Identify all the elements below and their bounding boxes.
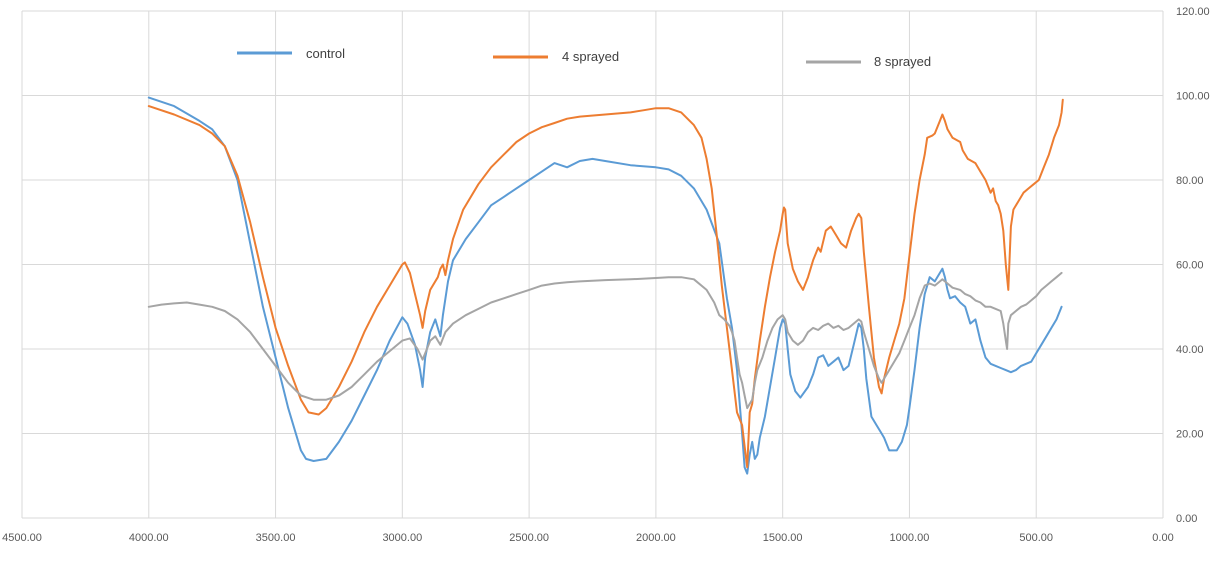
y-tick-label: 0.00	[1176, 513, 1197, 525]
x-tick-label: 4000.00	[129, 532, 169, 544]
axis-ticks: 4500.00 4000.00 3500.00 3000.00 2500.00 2000.…	[2, 6, 1210, 544]
x-tick-label: 3500.00	[256, 532, 296, 544]
legend: control 4 sprayed 8 sprayed	[237, 46, 931, 69]
y-tick-label: 60.00	[1176, 260, 1204, 272]
y-tick-label: 80.00	[1176, 175, 1204, 187]
series-line-2	[147, 271, 1063, 410]
series-lines	[147, 96, 1064, 475]
legend-label-0: control	[306, 46, 345, 61]
x-tick-label: 4500.00	[2, 532, 42, 544]
x-tick-label: 0.00	[1152, 532, 1173, 544]
x-tick-label: 2000.00	[636, 532, 676, 544]
x-tick-label: 500.00	[1019, 532, 1053, 544]
y-tick-label: 20.00	[1176, 429, 1204, 441]
y-tick-label: 40.00	[1176, 344, 1204, 356]
x-tick-label: 2500.00	[509, 532, 549, 544]
x-tick-label: 3000.00	[382, 532, 422, 544]
legend-label-2: 8 sprayed	[874, 54, 931, 69]
x-tick-label: 1000.00	[890, 532, 930, 544]
legend-label-1: 4 sprayed	[562, 49, 619, 64]
x-tick-label: 1500.00	[763, 532, 803, 544]
gridlines	[21, 10, 1164, 519]
y-tick-label: 120.00	[1176, 6, 1210, 18]
y-tick-label: 100.00	[1176, 91, 1210, 103]
series-line-1	[147, 98, 1064, 469]
